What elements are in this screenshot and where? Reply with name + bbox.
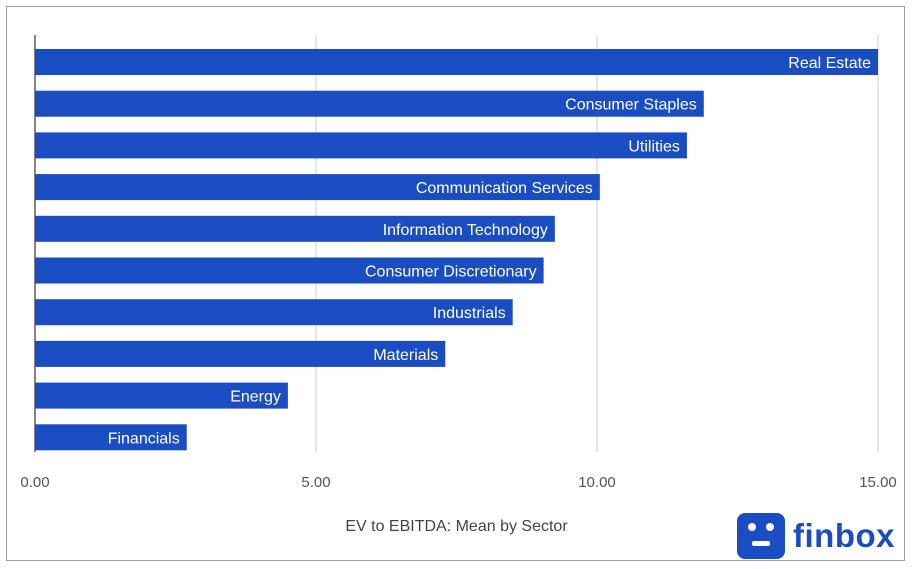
bar[interactable] [35, 382, 288, 409]
bar[interactable] [35, 132, 687, 159]
bar-label: Materials [373, 347, 438, 364]
bar-label: Energy [230, 389, 281, 406]
bar[interactable] [35, 299, 513, 326]
finbox-logo[interactable]: finbox [736, 512, 895, 560]
bar[interactable] [35, 49, 878, 75]
x-tick-label: 0.00 [20, 474, 49, 491]
bar[interactable] [35, 424, 187, 451]
x-axis-label: EV to EBITDA: Mean by Sector [345, 518, 568, 535]
bar-label: Consumer Discretionary [365, 264, 537, 281]
x-axis-ticks: 0.00 5.00 10.00 15.00 [20, 474, 896, 491]
brand-name: finbox [793, 517, 895, 554]
bar[interactable] [35, 340, 446, 367]
bar-label: Real Estate [788, 55, 871, 72]
x-tick-label: 15.00 [859, 474, 897, 491]
bar-label: Consumer Staples [565, 97, 697, 114]
bar-label: Utilities [628, 138, 680, 155]
bar-label: Financials [108, 430, 180, 447]
bar-label: Information Technology [383, 222, 548, 239]
x-tick-label: 10.00 [578, 474, 616, 491]
bar-label: Communication Services [416, 180, 593, 197]
bar-label: Industrials [433, 305, 506, 322]
x-tick-label: 5.00 [301, 474, 330, 491]
finbox-logo-icon [737, 513, 785, 559]
bar[interactable] [35, 215, 555, 242]
bars: Real Estate Consumer Staples Utilities Comm… [35, 49, 878, 451]
bar[interactable] [35, 174, 600, 201]
bar[interactable] [35, 90, 704, 117]
bar[interactable] [35, 257, 544, 284]
